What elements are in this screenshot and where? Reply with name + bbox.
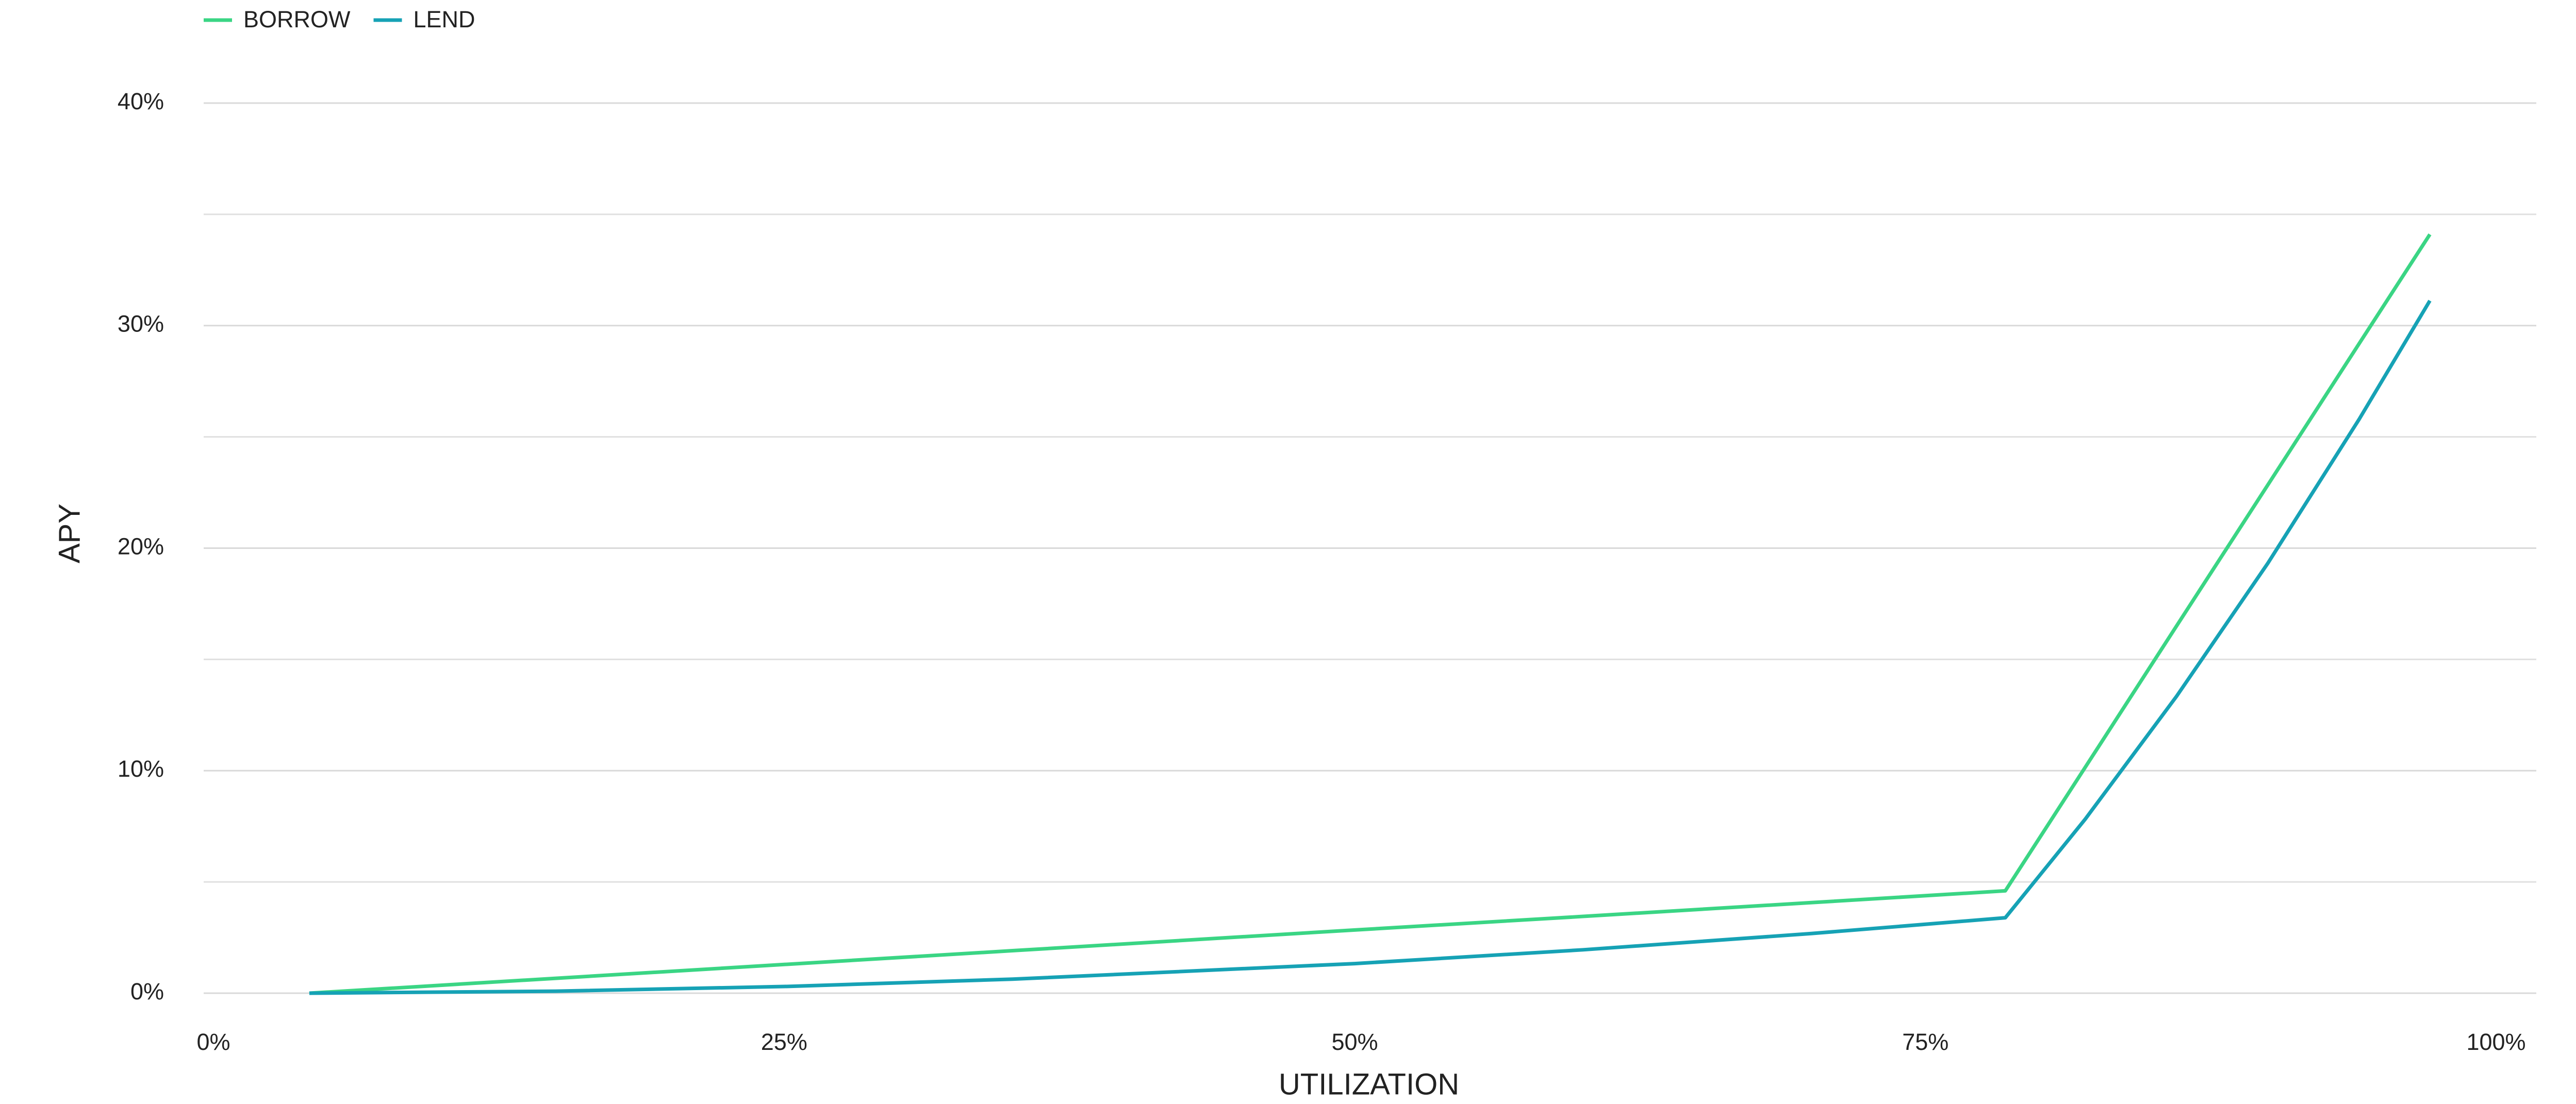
x-tick-label: 25% (761, 1029, 807, 1055)
series-line (309, 299, 2432, 995)
y-tick-label: 40% (118, 88, 164, 114)
y-tick-label: 10% (118, 756, 164, 782)
y-axis-title: APY (53, 504, 86, 563)
y-tick-label: 30% (118, 311, 164, 337)
x-tick-label: 75% (1902, 1029, 1948, 1055)
legend-label: LEND (414, 6, 475, 32)
series-line (309, 233, 2432, 995)
x-tick-label: 100% (2466, 1029, 2525, 1055)
x-tick-label: 0% (196, 1029, 230, 1055)
x-axis-title: UTILIZATION (1279, 1067, 1459, 1101)
y-tick-label: 0% (130, 978, 164, 1005)
y-tick-label: 20% (118, 533, 164, 559)
legend-label: BORROW (243, 6, 351, 32)
x-tick-label: 50% (1331, 1029, 1378, 1055)
